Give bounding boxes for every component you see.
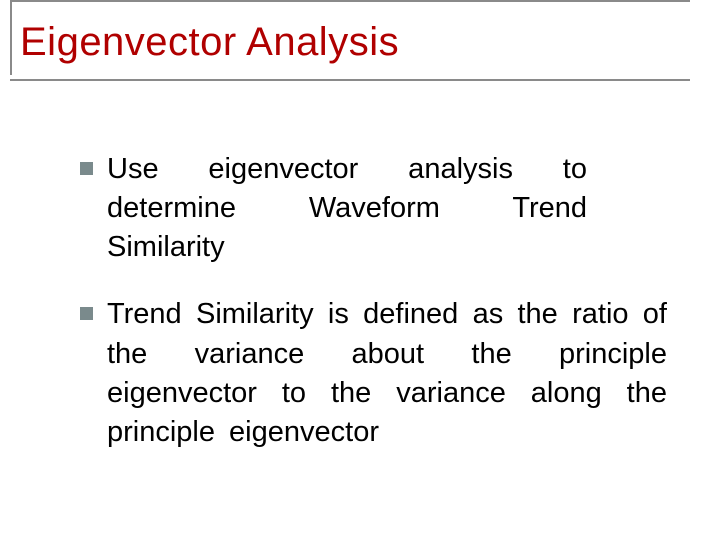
content-area: Use eigenvector analysis to determine Wa…	[80, 150, 680, 480]
title-box: Eigenvector Analysis	[10, 0, 690, 75]
title-underline	[10, 79, 690, 81]
bullet-text: Trend Similarity is defined as the ratio…	[107, 295, 667, 452]
slide-title: Eigenvector Analysis	[20, 20, 690, 65]
list-item: Trend Similarity is defined as the ratio…	[80, 295, 680, 452]
square-bullet-icon	[80, 162, 93, 175]
slide: Eigenvector Analysis Use eigenvector ana…	[0, 0, 720, 540]
title-container: Eigenvector Analysis	[10, 0, 690, 81]
square-bullet-icon	[80, 307, 93, 320]
bullet-text: Use eigenvector analysis to determine Wa…	[107, 150, 587, 267]
list-item: Use eigenvector analysis to determine Wa…	[80, 150, 680, 267]
